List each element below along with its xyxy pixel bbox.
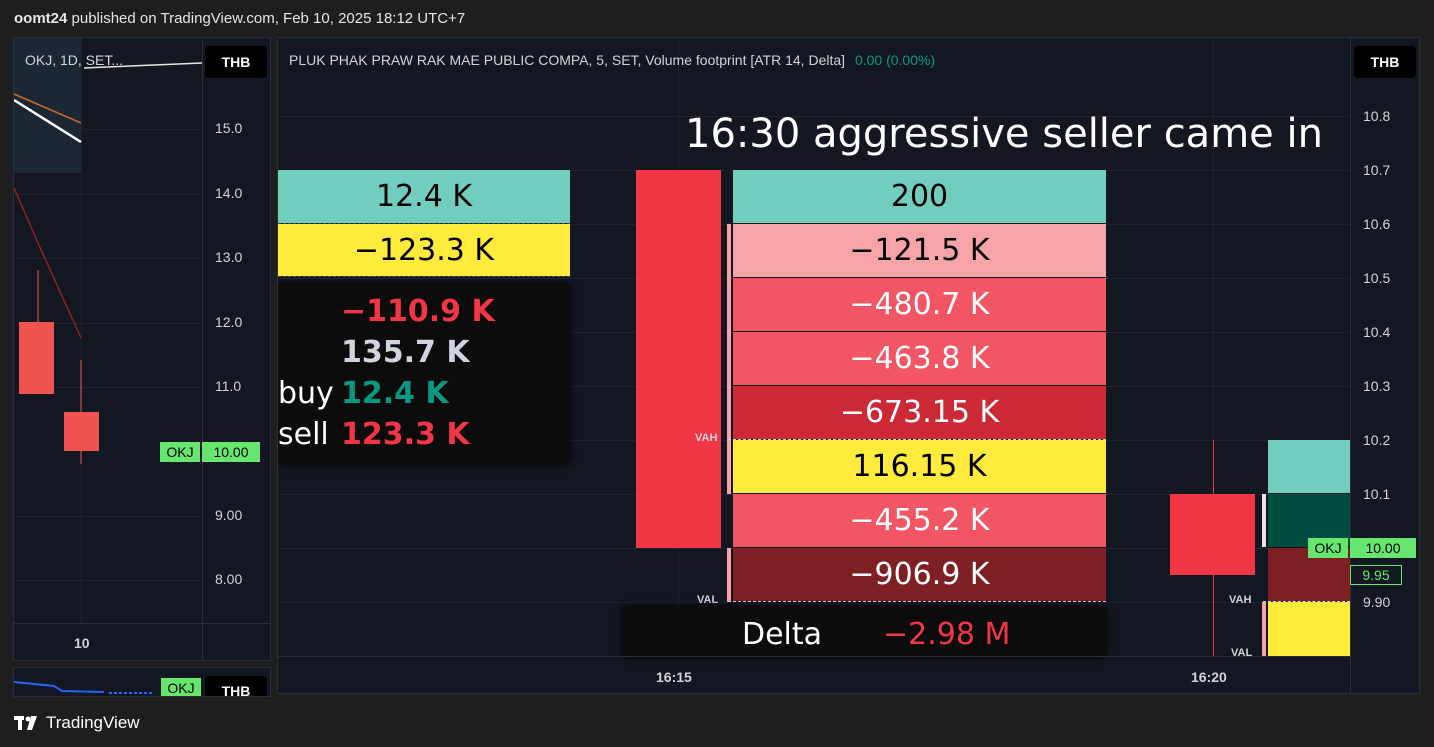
candle-tooltip: −110.9 K 135.7 K buy 12.4 K sell 123.3 K <box>278 284 570 464</box>
time-tick: 10 <box>74 635 90 651</box>
mini-symbol-tag: OKJ <box>161 678 201 696</box>
price-tick: 15.0 <box>215 120 243 136</box>
vah-label-1620: VAH <box>1229 594 1252 606</box>
footprint-cell: −673.15 K <box>733 386 1106 439</box>
mini-indicator-panel[interactable]: OKJ THB <box>13 667 271 697</box>
tradingview-logo-icon <box>14 716 37 730</box>
delta-summary: Delta −2.98 M <box>623 607 1106 657</box>
publish-header: oomt24 published on TradingView.com, Feb… <box>14 10 465 27</box>
price-tick: 12.0 <box>215 314 243 330</box>
price-tick: 11.0 <box>215 378 242 394</box>
price-tick: 10.7 <box>1363 162 1391 178</box>
price-tick: 8.00 <box>215 571 243 587</box>
mini-indicator-line <box>14 681 154 694</box>
mini-currency-button[interactable]: THB <box>205 676 267 696</box>
footprint-cell: −123.3 K <box>278 224 570 276</box>
price-tick: 10.4 <box>1363 324 1391 340</box>
footprint-cell-1620 <box>1268 440 1350 493</box>
main-currency-button[interactable]: THB <box>1354 46 1416 78</box>
left-legend[interactable]: OKJ, 1D, SET... <box>25 52 124 68</box>
candle-2[interactable] <box>64 412 99 451</box>
candle-1620[interactable] <box>1170 494 1255 575</box>
left-time-axis[interactable]: 10 <box>14 623 270 660</box>
footprint-cell-1620 <box>1268 602 1350 656</box>
tooltip-buy-label: buy <box>278 376 334 411</box>
main-price-axis[interactable]: 10.8 10.7 10.6 10.5 10.4 10.3 10.2 10.1 … <box>1350 38 1419 693</box>
publisher-name[interactable]: oomt24 <box>14 10 68 27</box>
main-legend-title: PLUK PHAK PRAW RAK MAE PUBLIC COMPA, 5, … <box>289 52 846 68</box>
footprint-cell: −463.8 K <box>733 332 1106 385</box>
price-tick: 10.2 <box>1363 432 1391 448</box>
poc-bar-lower <box>727 548 731 602</box>
main-chart-panel[interactable]: PLUK PHAK PRAW RAK MAE PUBLIC COMPA, 5, … <box>277 37 1420 694</box>
footprint-cell: −906.9 K <box>733 548 1106 601</box>
poc-bar <box>727 224 731 494</box>
tooltip-volume: 135.7 K <box>341 335 470 370</box>
time-tick: 16:20 <box>1191 669 1227 685</box>
main-price-tag: 10.00 <box>1350 538 1416 558</box>
publish-info: published on TradingView.com, Feb 10, 20… <box>67 10 466 27</box>
footprint-cell: 12.4 K <box>278 170 570 223</box>
footprint-cell: 200 <box>733 170 1106 223</box>
tradingview-brand[interactable]: TradingView <box>14 713 140 733</box>
price-tick: 10.6 <box>1363 216 1391 232</box>
price-tick: 10.5 <box>1363 270 1391 286</box>
main-legend[interactable]: PLUK PHAK PRAW RAK MAE PUBLIC COMPA, 5, … <box>289 52 935 68</box>
footprint-cell: −480.7 K <box>733 278 1106 331</box>
brand-name: TradingView <box>46 713 140 732</box>
val-label: VAL <box>697 594 719 606</box>
price-tick: 10.1 <box>1363 486 1391 502</box>
poc-bar-1620 <box>1262 494 1266 547</box>
main-time-axis[interactable]: 16:15 16:20 <box>278 656 1350 693</box>
price-tick: 9.00 <box>215 507 243 523</box>
tooltip-sell-value: 123.3 K <box>341 417 470 452</box>
tooltip-delta: −110.9 K <box>341 294 495 329</box>
main-legend-value: 0.00 (0.00%) <box>854 52 936 68</box>
delta-label: Delta <box>742 617 823 652</box>
prev-close-tag: 9.95 <box>1350 565 1402 585</box>
price-tick: 10.8 <box>1363 108 1391 124</box>
tooltip-buy-value: 12.4 K <box>341 376 449 411</box>
candle-1[interactable] <box>19 322 54 394</box>
left-chart-panel[interactable]: OKJ, 1D, SET... 15.0 14.0 13.0 12.0 11.0… <box>13 37 271 661</box>
footprint-cell: −121.5 K <box>733 224 1106 277</box>
price-tick: 13.0 <box>215 249 243 265</box>
left-price-tag: 10.00 <box>202 442 260 462</box>
chart-annotation[interactable]: 16:30 aggressive seller came in <box>685 111 1323 157</box>
candle-1615[interactable] <box>636 170 721 548</box>
left-symbol-tag: OKJ <box>160 442 200 462</box>
left-currency-button[interactable]: THB <box>205 46 267 78</box>
left-price-axis[interactable]: 15.0 14.0 13.0 12.0 11.0 9.00 8.00 <box>202 38 270 660</box>
time-tick: 16:15 <box>656 669 692 685</box>
poc-bar-1620-lower <box>1262 602 1266 656</box>
delta-value: −2.98 M <box>883 617 1011 652</box>
tooltip-sell-label: sell <box>278 417 329 452</box>
main-symbol-tag: OKJ <box>1308 538 1348 558</box>
price-tick: 10.3 <box>1363 378 1391 394</box>
price-tick: 9.90 <box>1363 594 1391 610</box>
vah-label: VAH <box>695 432 718 444</box>
shaded-area <box>14 38 81 173</box>
footprint-cell: −455.2 K <box>733 494 1106 547</box>
footprint-cell: 116.15 K <box>733 440 1106 493</box>
price-tick: 14.0 <box>215 185 243 201</box>
